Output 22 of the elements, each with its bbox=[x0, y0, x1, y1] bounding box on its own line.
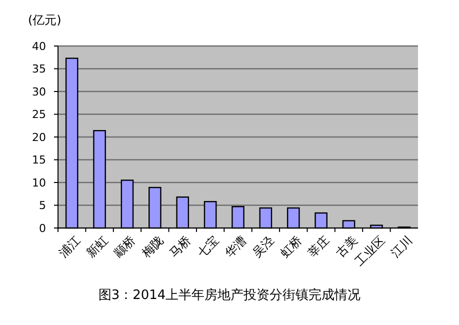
x-tick-label: 新虹 bbox=[84, 233, 111, 260]
text: 图3：2014上半年房地产投资分街镇完成情况 bbox=[98, 287, 361, 303]
x-tick-label: 梅陇 bbox=[138, 233, 166, 261]
y-tick-label: 35 bbox=[32, 62, 46, 76]
x-tick-label: 七宝 bbox=[194, 233, 222, 260]
y-tick-label: 40 bbox=[32, 40, 46, 53]
y-tick-label: 10 bbox=[32, 176, 46, 190]
y-tick-label: 25 bbox=[32, 108, 46, 122]
y-tick-label: 0 bbox=[39, 222, 46, 235]
y-tick-label: 30 bbox=[32, 85, 46, 98]
x-tick-label: 莘庄 bbox=[305, 233, 332, 260]
y-tick-label: 15 bbox=[32, 154, 46, 167]
x-tick-label: 虹桥 bbox=[278, 233, 304, 260]
x-tick-label: 浦江 bbox=[56, 233, 83, 260]
y-axis-title: (亿元) bbox=[28, 13, 62, 27]
x-tick-label: 颛桥 bbox=[111, 233, 138, 260]
y-tick-label: 5 bbox=[39, 199, 46, 212]
x-tick-label: 吴泾 bbox=[250, 233, 277, 260]
x-tick-label: 江川 bbox=[388, 233, 416, 260]
x-tick-label: 华漕 bbox=[222, 233, 250, 260]
x-tick-label: 马桥 bbox=[166, 233, 194, 260]
y-tick-label: 20 bbox=[32, 130, 46, 144]
